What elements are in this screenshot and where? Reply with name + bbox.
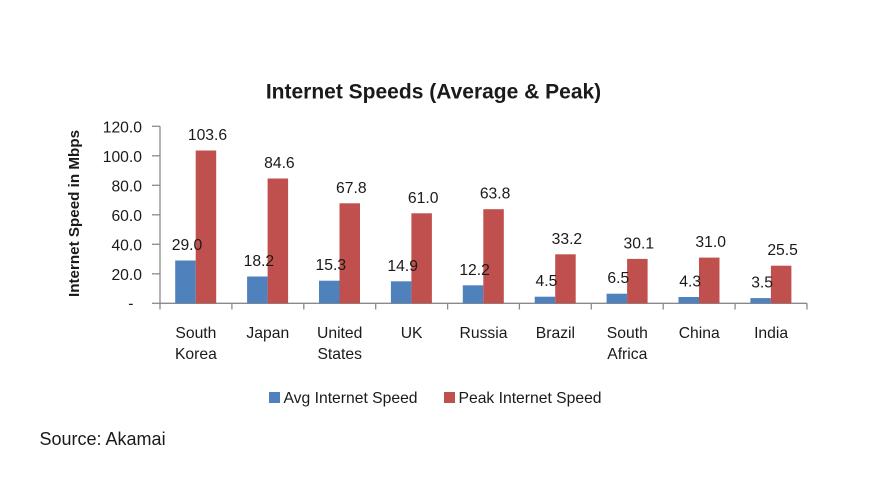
svg-text:United: United (317, 325, 362, 342)
svg-text:80.0: 80.0 (111, 179, 142, 196)
svg-text:20.0: 20.0 (111, 267, 142, 284)
svg-text:South: South (175, 325, 216, 342)
svg-text:33.2: 33.2 (552, 231, 583, 248)
svg-text:Source: Akamai: Source: Akamai (40, 429, 166, 449)
svg-text:84.6: 84.6 (264, 155, 295, 172)
svg-text:60.0: 60.0 (111, 208, 142, 225)
svg-text:Peak Internet Speed: Peak Internet Speed (459, 390, 602, 407)
svg-text:Internet Speed in Mbps: Internet Speed in Mbps (66, 130, 83, 297)
svg-text:Korea: Korea (175, 346, 217, 363)
svg-text:29.0: 29.0 (172, 237, 203, 254)
svg-text:South: South (607, 325, 648, 342)
svg-text:67.8: 67.8 (336, 180, 367, 197)
svg-text:25.5: 25.5 (767, 242, 798, 259)
svg-text:6.5: 6.5 (607, 270, 629, 287)
svg-text:4.3: 4.3 (679, 274, 701, 291)
svg-text:Brazil: Brazil (536, 325, 575, 342)
svg-text:UK: UK (401, 325, 423, 342)
svg-text:40.0: 40.0 (111, 238, 142, 255)
svg-text:18.2: 18.2 (244, 253, 275, 270)
svg-text:30.1: 30.1 (624, 235, 655, 252)
svg-text:India: India (754, 325, 788, 342)
svg-text:103.6: 103.6 (188, 127, 228, 144)
svg-text:Internet Speeds (Average & Pea: Internet Speeds (Average & Peak) (266, 80, 601, 103)
svg-text:China: China (679, 325, 720, 342)
svg-text:4.5: 4.5 (535, 273, 557, 290)
svg-text:3.5: 3.5 (751, 275, 773, 292)
svg-text:15.3: 15.3 (316, 257, 347, 274)
svg-text:States: States (317, 346, 362, 363)
svg-text:Russia: Russia (460, 325, 508, 342)
svg-text:Avg Internet Speed: Avg Internet Speed (284, 390, 418, 407)
svg-text:31.0: 31.0 (695, 234, 726, 251)
svg-text:-: - (128, 296, 133, 313)
svg-text:100.0: 100.0 (103, 149, 143, 166)
svg-text:Japan: Japan (246, 325, 289, 342)
svg-text:Africa: Africa (607, 346, 647, 363)
svg-text:120.0: 120.0 (103, 120, 143, 137)
svg-text:14.9: 14.9 (387, 258, 418, 275)
svg-text:61.0: 61.0 (408, 190, 439, 207)
svg-text:63.8: 63.8 (480, 186, 511, 203)
svg-text:12.2: 12.2 (459, 262, 490, 279)
